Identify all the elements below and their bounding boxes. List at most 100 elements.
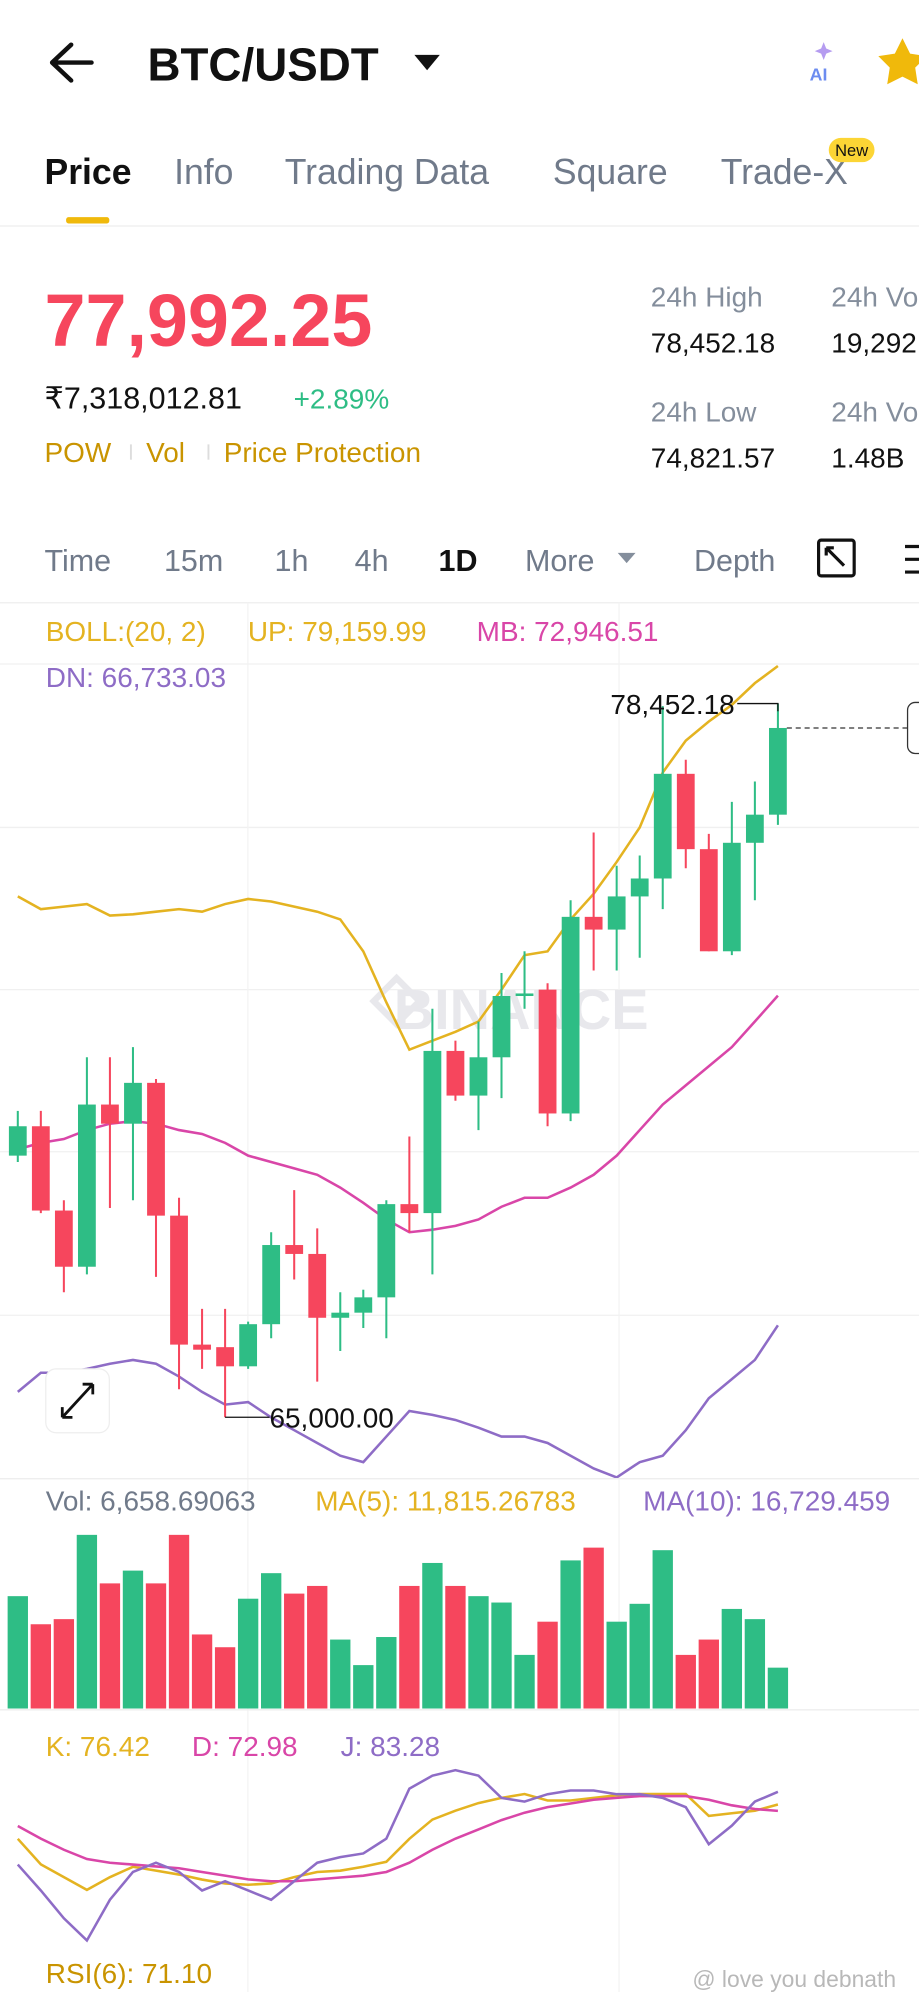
interval[interactable]: Time bbox=[44, 544, 111, 578]
candle-body bbox=[584, 916, 603, 930]
tag[interactable]: POW bbox=[44, 437, 111, 468]
rsi-label: RSI(6): 71.10 bbox=[46, 1958, 212, 1989]
volume-bar bbox=[353, 1665, 374, 1709]
volume-bar bbox=[7, 1596, 28, 1709]
volume-bar bbox=[30, 1624, 51, 1709]
interval[interactable]: 4h bbox=[355, 544, 389, 578]
boll-title: BOLL:(20, 2) bbox=[46, 616, 206, 647]
indicator-labels: BOLL:(20, 2) UP: 79,159.99 MB: 72,946.51 DN… bbox=[46, 616, 890, 1762]
volume-bar bbox=[122, 1570, 144, 1709]
volume-bar bbox=[330, 1639, 351, 1709]
volume-bar bbox=[191, 1634, 213, 1709]
interval[interactable]: 1D bbox=[439, 544, 478, 578]
candle-body bbox=[653, 773, 672, 879]
volume-bar bbox=[284, 1593, 305, 1709]
volume-bar bbox=[376, 1637, 397, 1709]
expand-button[interactable] bbox=[45, 1368, 110, 1434]
tab[interactable]: Price bbox=[44, 152, 131, 192]
boll-line bbox=[17, 994, 779, 1234]
stat-value: 78,452.18 bbox=[651, 327, 775, 358]
new-badge-text: New bbox=[835, 141, 868, 160]
boll-label: DN: 66,733.03 bbox=[46, 662, 226, 693]
candle-body bbox=[699, 849, 718, 952]
pair-dropdown[interactable] bbox=[414, 54, 440, 71]
volume-bar bbox=[399, 1585, 420, 1709]
price-chart: 78,452.18 65,000.00 bbox=[7, 664, 919, 1943]
fullscreen-icon[interactable] bbox=[816, 538, 856, 578]
volume-bar bbox=[307, 1585, 328, 1709]
last-price-tag bbox=[906, 701, 919, 755]
price-change: +2.89% bbox=[294, 384, 390, 415]
tab-bar: Price Info Trading Data Square Trade-X bbox=[44, 152, 848, 192]
stat-value: 19,292 bbox=[831, 327, 917, 358]
kdj-line bbox=[16, 1792, 779, 1892]
volume-bar bbox=[629, 1603, 650, 1709]
volume-bar bbox=[468, 1596, 489, 1709]
candle-body bbox=[124, 1082, 142, 1124]
candle-body bbox=[561, 916, 580, 1114]
interval-bar: Time 15m 1h 4h 1D More Depth bbox=[44, 544, 775, 578]
volume-bar bbox=[606, 1621, 627, 1709]
tag[interactable]: Vol bbox=[146, 437, 185, 468]
stat-value: 74,821.57 bbox=[651, 442, 775, 473]
volume-bar bbox=[537, 1621, 558, 1709]
volume-bar bbox=[744, 1619, 766, 1709]
volume-bar bbox=[76, 1534, 98, 1709]
back-button[interactable] bbox=[49, 42, 94, 83]
volume-bar bbox=[53, 1619, 75, 1709]
volume-bar bbox=[767, 1667, 789, 1709]
favorite-star[interactable] bbox=[878, 38, 919, 85]
volume-bar bbox=[675, 1654, 696, 1709]
tab-indicator bbox=[66, 217, 110, 224]
candle-body bbox=[745, 814, 764, 843]
candle-body bbox=[331, 1312, 350, 1318]
candle-body bbox=[216, 1347, 234, 1367]
high-label: 78,452.18 bbox=[610, 689, 734, 720]
ai-sparkle bbox=[814, 42, 833, 61]
volume-label: MA(5): 11,815.26783 bbox=[315, 1486, 576, 1517]
interval[interactable]: Depth bbox=[694, 544, 775, 578]
stat-label: 24h Low bbox=[651, 396, 757, 427]
candle-body bbox=[423, 1050, 442, 1214]
interval[interactable]: 1h bbox=[275, 544, 309, 578]
pair-title[interactable]: BTC/USDT bbox=[147, 38, 378, 90]
candle-body bbox=[676, 773, 695, 850]
candle-body bbox=[170, 1215, 188, 1345]
tag[interactable]: Price Protection bbox=[224, 437, 421, 468]
ai-button[interactable]: AI bbox=[810, 64, 828, 84]
volume-bar bbox=[214, 1647, 236, 1709]
boll-label: MB: 72,946.51 bbox=[477, 616, 659, 647]
settings-icon[interactable] bbox=[905, 544, 919, 574]
volume-bar bbox=[422, 1562, 443, 1709]
volume-label: MA(10): 16,729.459 bbox=[643, 1486, 890, 1517]
boll-line bbox=[17, 664, 779, 1052]
candle-body bbox=[8, 1126, 27, 1156]
candle-body bbox=[400, 1204, 419, 1214]
kdj-line bbox=[16, 1768, 779, 1943]
tab[interactable]: Trading Data bbox=[285, 152, 489, 192]
volume-bar bbox=[514, 1654, 535, 1709]
tab[interactable]: Info bbox=[174, 152, 233, 192]
stats: 24h High 78,452.18 24h Vo 19,292 24h Low 74,8… bbox=[651, 281, 919, 473]
volume-bar bbox=[652, 1550, 673, 1709]
stat-label: 24h High bbox=[651, 281, 763, 312]
volume-bar bbox=[168, 1534, 190, 1709]
tags: POW Vol Price Protection bbox=[44, 437, 421, 468]
tab[interactable]: Square bbox=[553, 152, 668, 192]
boll-line bbox=[16, 1324, 779, 1479]
tab[interactable]: Trade-X bbox=[721, 152, 848, 192]
more-dropdown[interactable] bbox=[617, 552, 636, 564]
interval[interactable]: More bbox=[525, 544, 594, 578]
volume-bar bbox=[721, 1608, 743, 1709]
candle-body bbox=[538, 989, 557, 1114]
volume-bar bbox=[698, 1639, 719, 1709]
candle-body bbox=[446, 1050, 465, 1096]
candle-body bbox=[31, 1126, 50, 1211]
candle-body bbox=[239, 1324, 258, 1367]
candle-body bbox=[607, 896, 626, 930]
interval[interactable]: 15m bbox=[164, 544, 223, 578]
volume-label: Vol: 6,658.69063 bbox=[46, 1486, 256, 1517]
candle-body bbox=[147, 1082, 165, 1216]
